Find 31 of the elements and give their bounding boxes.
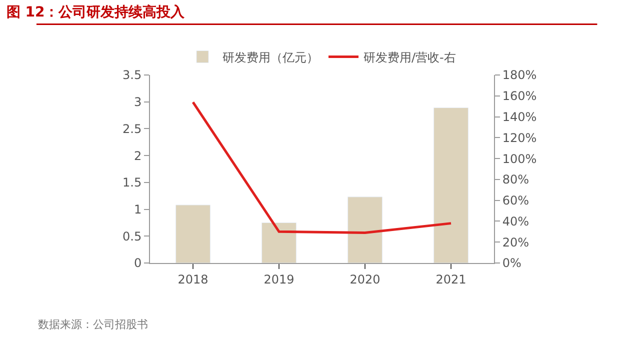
legend-label: 研发费用（亿元） (222, 50, 318, 64)
y-tick-label: 0.5 (122, 229, 142, 244)
x-tick-label: 2020 (350, 272, 380, 286)
y2-tick-label: 100% (502, 152, 537, 166)
y-tick-label: 3.5 (122, 68, 142, 82)
y2-tick-label: 180% (502, 68, 537, 82)
y-tick-label: 1.5 (122, 176, 142, 190)
x-tick-label: 2021 (436, 272, 466, 286)
y2-tick-label: 0% (502, 256, 522, 270)
y2-tick-label: 60% (502, 194, 530, 208)
y-tick-label: 3 (134, 95, 142, 110)
y-tick-label: 2.5 (122, 122, 142, 136)
source-note: 数据来源：公司招股书 (38, 318, 148, 331)
y-tick-label: 1 (134, 202, 142, 216)
y2-tick-label: 140% (502, 110, 537, 124)
y-tick-label: 0 (134, 256, 142, 270)
bar (348, 196, 382, 263)
y2-tick-label: 40% (502, 214, 530, 228)
legend-label: 研发费用/营收-右 (364, 50, 456, 64)
x-tick-label: 2018 (178, 272, 208, 286)
y2-tick-label: 120% (502, 130, 537, 145)
y-tick-label: 2 (134, 148, 142, 163)
y2-tick-label: 20% (502, 235, 530, 250)
y2-tick-label: 160% (502, 89, 537, 104)
bar (434, 108, 468, 263)
y2-tick-label: 80% (502, 172, 530, 187)
x-tick-label: 2019 (264, 272, 294, 286)
chart-title: 图 12：公司研发持续高投入 (6, 4, 186, 21)
bar (262, 222, 296, 263)
bar (176, 204, 210, 263)
line-series (192, 100, 452, 234)
